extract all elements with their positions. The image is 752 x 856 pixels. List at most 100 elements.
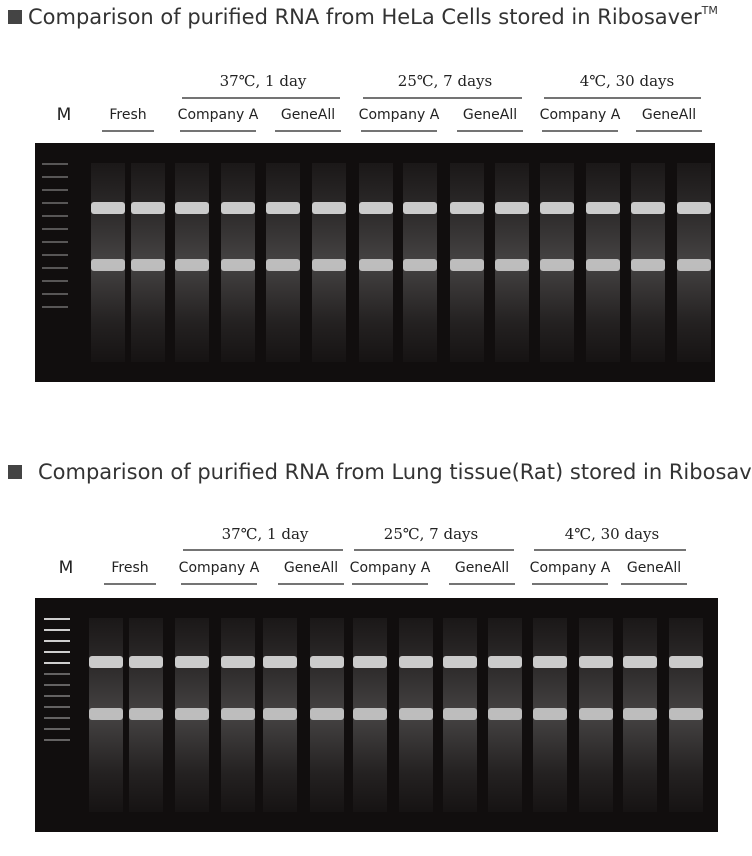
band-28s <box>586 202 620 214</box>
lane-label: Company A <box>540 107 621 123</box>
title-bullet <box>8 10 22 24</box>
band-18s <box>266 259 300 271</box>
band-28s <box>399 656 433 668</box>
ladder-band <box>42 163 68 165</box>
band-28s <box>495 202 529 214</box>
band-28s <box>175 202 209 214</box>
band-28s <box>403 202 437 214</box>
band-18s <box>623 708 657 720</box>
ladder-band <box>44 662 70 664</box>
ladder-band <box>44 640 70 642</box>
panel: Comparison of purified RNA from HeLa Cel… <box>8 4 718 382</box>
band-18s <box>312 259 346 271</box>
ladder-band <box>44 618 70 620</box>
band-18s <box>586 259 620 271</box>
band-28s <box>129 656 163 668</box>
band-18s <box>175 259 209 271</box>
band-28s <box>353 656 387 668</box>
band-18s <box>131 259 165 271</box>
band-28s <box>488 656 522 668</box>
ladder-band <box>42 267 68 269</box>
group-label: 4℃, 30 days <box>580 72 674 90</box>
band-18s <box>221 708 255 720</box>
band-18s <box>579 708 613 720</box>
band-28s <box>631 202 665 214</box>
band-18s <box>91 259 125 271</box>
band-18s <box>359 259 393 271</box>
marker-label: M <box>59 558 74 578</box>
ladder-band <box>44 717 70 719</box>
band-18s <box>450 259 484 271</box>
band-18s <box>403 259 437 271</box>
ladder-band <box>42 202 68 204</box>
lane-label: GeneAll <box>455 560 509 576</box>
band-28s <box>175 656 209 668</box>
ladder-band <box>42 293 68 295</box>
band-28s <box>623 656 657 668</box>
band-18s <box>533 708 567 720</box>
band-18s <box>677 259 711 271</box>
ladder-band <box>44 706 70 708</box>
ladder-band <box>44 673 70 675</box>
ladder-band <box>44 684 70 686</box>
group-label: 25℃, 7 days <box>398 72 492 90</box>
band-18s <box>263 708 297 720</box>
lane-label: GeneAll <box>642 107 696 123</box>
band-28s <box>533 656 567 668</box>
band-28s <box>91 202 125 214</box>
band-18s <box>310 708 344 720</box>
band-28s <box>443 656 477 668</box>
lane-label: Company A <box>530 560 611 576</box>
title-bullet <box>8 465 22 479</box>
ladder-band <box>44 651 70 653</box>
band-28s <box>266 202 300 214</box>
ladder-band <box>44 728 70 730</box>
ladder-band <box>42 254 68 256</box>
band-28s <box>263 656 297 668</box>
group-label: 37℃, 1 day <box>222 525 309 543</box>
ladder-band <box>42 176 68 178</box>
lane-label: Company A <box>179 560 260 576</box>
band-18s <box>631 259 665 271</box>
band-18s <box>443 708 477 720</box>
band-28s <box>669 656 703 668</box>
lane-label: GeneAll <box>463 107 517 123</box>
panel-title: Comparison of purified RNA from Lung tis… <box>38 459 752 484</box>
band-18s <box>353 708 387 720</box>
band-28s <box>89 656 123 668</box>
panel-title: Comparison of purified RNA from HeLa Cel… <box>28 4 718 29</box>
band-28s <box>359 202 393 214</box>
ladder-band <box>44 695 70 697</box>
group-label: 25℃, 7 days <box>384 525 478 543</box>
band-28s <box>579 656 613 668</box>
band-28s <box>131 202 165 214</box>
lane-label: GeneAll <box>281 107 335 123</box>
lane-label: GeneAll <box>284 560 338 576</box>
panel: Comparison of purified RNA from Lung tis… <box>8 459 752 832</box>
group-label: 4℃, 30 days <box>565 525 659 543</box>
band-18s <box>540 259 574 271</box>
band-18s <box>669 708 703 720</box>
band-28s <box>221 656 255 668</box>
band-18s <box>129 708 163 720</box>
ladder-band <box>42 189 68 191</box>
band-18s <box>175 708 209 720</box>
lane-label: Fresh <box>109 107 146 123</box>
band-28s <box>677 202 711 214</box>
band-28s <box>450 202 484 214</box>
lane-label: GeneAll <box>627 560 681 576</box>
band-18s <box>495 259 529 271</box>
ladder-band <box>42 215 68 217</box>
band-28s <box>312 202 346 214</box>
lane-label: Company A <box>359 107 440 123</box>
marker-label: M <box>57 105 72 125</box>
band-28s <box>221 202 255 214</box>
ladder-band <box>42 306 68 308</box>
band-28s <box>540 202 574 214</box>
band-18s <box>221 259 255 271</box>
ladder-band <box>42 241 68 243</box>
band-18s <box>488 708 522 720</box>
group-label: 37℃, 1 day <box>220 72 307 90</box>
lane-label: Company A <box>350 560 431 576</box>
